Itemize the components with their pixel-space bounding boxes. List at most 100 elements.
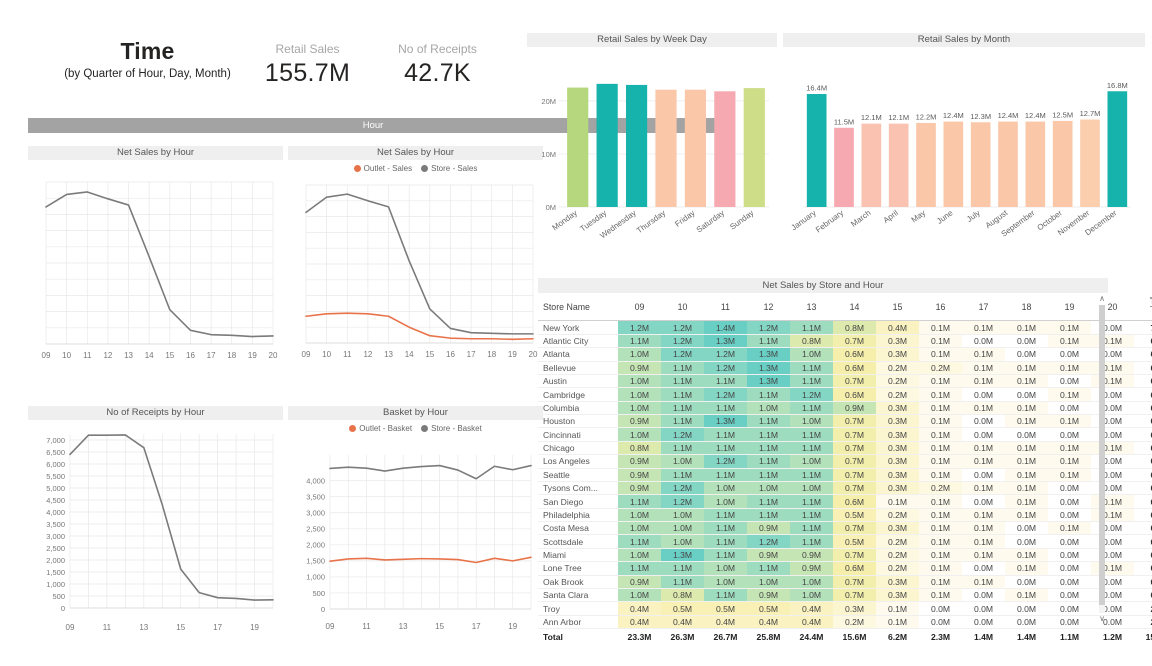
cell-hour-18[interactable]: 0.1M: [1005, 401, 1048, 416]
cell-hour-13[interactable]: 1.1M: [790, 427, 833, 442]
cell-hour-11[interactable]: 1.0M: [704, 494, 747, 509]
cell-hour-19[interactable]: 0.0M: [1048, 427, 1091, 442]
column-header-16[interactable]: 16: [919, 294, 962, 322]
column-header-15[interactable]: 15: [876, 294, 919, 322]
cell-total[interactable]: 6.8M: [1134, 427, 1152, 442]
cell-hour-17[interactable]: 0.1M: [962, 374, 1005, 389]
cell-total[interactable]: 6.3M: [1134, 575, 1152, 589]
visual-net-sales-by-hour-split[interactable]: Net Sales by Hour Outlet - Sales Store -…: [288, 146, 543, 384]
cell-hour-11[interactable]: 1.1M: [704, 441, 747, 456]
column-header-09[interactable]: 09: [618, 294, 661, 322]
cell-hour-11[interactable]: 1.1M: [704, 401, 747, 416]
cell-store-name[interactable]: Troy: [538, 601, 618, 616]
table-row[interactable]: Oak Brook 0.9M 1.1M 1.0M 1.0M 1.0M 0.7M 0.3M 0.1…: [538, 575, 1152, 589]
cell-hour-13[interactable]: 1.1M: [790, 374, 833, 389]
cell-hour-15[interactable]: 0.3M: [876, 401, 919, 416]
cell-hour-12[interactable]: 0.9M: [747, 548, 790, 563]
cell-hour-10[interactable]: 1.3M: [661, 548, 704, 563]
cell-hour-11[interactable]: 1.2M: [704, 454, 747, 469]
cell-hour-09[interactable]: 1.0M: [618, 387, 661, 402]
cell-hour-16[interactable]: 0.1M: [919, 494, 962, 509]
cell-hour-12[interactable]: 0.5M: [747, 601, 790, 616]
cell-hour-15[interactable]: 0.2M: [876, 561, 919, 576]
cell-hour-14[interactable]: 0.6M: [833, 561, 876, 576]
cell-store-name[interactable]: Tysons Com...: [538, 481, 618, 496]
table-row[interactable]: Seattle 0.9M 1.1M 1.1M 1.1M 1.1M 0.7M 0.3M 0.1M 0…: [538, 468, 1152, 482]
column-header-11[interactable]: 11: [704, 294, 747, 322]
cell-hour-15[interactable]: 0.2M: [876, 548, 919, 563]
cell-hour-13[interactable]: 1.1M: [790, 320, 833, 335]
cell-hour-12[interactable]: 1.1M: [747, 561, 790, 576]
cell-hour-13[interactable]: 0.4M: [790, 615, 833, 630]
cell-hour-14[interactable]: 0.5M: [833, 508, 876, 523]
cell-store-name[interactable]: Cincinnati: [538, 427, 618, 442]
bar-chart-month[interactable]: 16.4M January 11.5M February 12.1M March 12.1M…: [783, 47, 1145, 267]
cell-hour-18[interactable]: 0.0M: [1005, 575, 1048, 589]
cell-hour-15[interactable]: 0.3M: [876, 454, 919, 469]
cell-hour-12[interactable]: 0.9M: [747, 588, 790, 603]
cell-hour-16[interactable]: 0.2M: [919, 481, 962, 496]
cell-hour-15[interactable]: 0.3M: [876, 481, 919, 496]
column-header-20[interactable]: 20: [1091, 294, 1134, 322]
cell-hour-11[interactable]: 0.5M: [704, 601, 747, 616]
table-row[interactable]: Scottsdale 1.1M 1.0M 1.1M 1.2M 1.1M 0.5M 0.2M 0.…: [538, 534, 1152, 549]
table-row[interactable]: Bellevue 0.9M 1.1M 1.2M 1.3M 1.1M 0.6M 0.2M 0.2M…: [538, 361, 1152, 375]
cell-hour-17[interactable]: 0.1M: [962, 481, 1005, 496]
table-row[interactable]: Santa Clara 1.0M 0.8M 1.1M 0.9M 1.0M 0.7M 0.3M 0…: [538, 588, 1152, 603]
cell-hour-10[interactable]: 1.2M: [661, 494, 704, 509]
cell-total[interactable]: 6.6M: [1134, 468, 1152, 482]
cell-total[interactable]: 6.9M: [1134, 361, 1152, 375]
legend[interactable]: Outlet - Sales Store - Sales: [288, 164, 543, 173]
cell-hour-13[interactable]: 0.8M: [790, 334, 833, 349]
cell-hour-20[interactable]: 0.0M: [1091, 615, 1134, 630]
cell-hour-11[interactable]: 1.3M: [704, 414, 747, 429]
cell-hour-14[interactable]: 0.7M: [833, 374, 876, 389]
cell-hour-12[interactable]: 1.2M: [747, 534, 790, 549]
cell-hour-09[interactable]: 0.9M: [618, 481, 661, 496]
cell-hour-12[interactable]: 0.4M: [747, 615, 790, 630]
cell-total[interactable]: 6.4M: [1134, 534, 1152, 549]
cell-hour-17[interactable]: 0.0M: [962, 601, 1005, 616]
cell-hour-11[interactable]: 1.4M: [704, 320, 747, 335]
cell-hour-10[interactable]: 1.0M: [661, 521, 704, 536]
cell-hour-09[interactable]: 1.0M: [618, 401, 661, 416]
table-row[interactable]: Chicago 0.8M 1.1M 1.1M 1.1M 1.1M 0.7M 0.3M 0.1M 0…: [538, 441, 1152, 456]
cell-hour-12[interactable]: 0.9M: [747, 521, 790, 536]
cell-hour-14[interactable]: 0.7M: [833, 548, 876, 563]
cell-store-name[interactable]: Scottsdale: [538, 534, 618, 549]
cell-hour-14[interactable]: 0.7M: [833, 414, 876, 429]
cell-hour-19[interactable]: 0.1M: [1048, 387, 1091, 402]
cell-hour-12[interactable]: 1.1M: [747, 414, 790, 429]
cell-store-name[interactable]: Lone Tree: [538, 561, 618, 576]
cell-hour-14[interactable]: 0.7M: [833, 441, 876, 456]
cell-hour-10[interactable]: 1.1M: [661, 575, 704, 589]
cell-store-name[interactable]: Atlantic City: [538, 334, 618, 349]
cell-hour-18[interactable]: 0.0M: [1005, 427, 1048, 442]
cell-hour-11[interactable]: 0.4M: [704, 615, 747, 630]
table-row[interactable]: New York 1.2M 1.2M 1.4M 1.2M 1.1M 0.8M 0.4M 0.1M…: [538, 320, 1152, 335]
cell-hour-09[interactable]: 1.0M: [618, 548, 661, 563]
cell-hour-16[interactable]: 0.0M: [919, 615, 962, 630]
cell-hour-10[interactable]: 1.2M: [661, 347, 704, 362]
cell-hour-19[interactable]: 0.0M: [1048, 347, 1091, 362]
table-row[interactable]: Costa Mesa 1.0M 1.0M 1.1M 0.9M 1.1M 0.7M 0.3M 0.…: [538, 521, 1152, 536]
cell-hour-16[interactable]: 0.1M: [919, 347, 962, 362]
cell-hour-19[interactable]: 0.1M: [1048, 414, 1091, 429]
cell-hour-13[interactable]: 0.9M: [790, 548, 833, 563]
table-row[interactable]: Cincinnati 1.0M 1.2M 1.1M 1.1M 1.1M 0.7M 0.3M 0.…: [538, 427, 1152, 442]
cell-hour-17[interactable]: 0.1M: [962, 575, 1005, 589]
cell-hour-17[interactable]: 0.0M: [962, 588, 1005, 603]
cell-total[interactable]: 6.4M: [1134, 548, 1152, 563]
cell-hour-11[interactable]: 1.1M: [704, 588, 747, 603]
cell-hour-11[interactable]: 1.0M: [704, 481, 747, 496]
cell-hour-10[interactable]: 0.8M: [661, 588, 704, 603]
cell-hour-18[interactable]: 0.1M: [1005, 588, 1048, 603]
cell-hour-10[interactable]: 1.0M: [661, 454, 704, 469]
cell-hour-15[interactable]: 0.2M: [876, 361, 919, 375]
cell-hour-13[interactable]: 1.1M: [790, 401, 833, 416]
cell-store-name[interactable]: Philadelphia: [538, 508, 618, 523]
kpi-retail-sales[interactable]: Retail Sales 155.7M: [255, 42, 360, 88]
cell-hour-19[interactable]: 0.1M: [1048, 334, 1091, 349]
table-row[interactable]: Houston 0.9M 1.1M 1.3M 1.1M 1.0M 0.7M 0.3M 0.1M 0…: [538, 414, 1152, 429]
cell-hour-11[interactable]: 1.2M: [704, 347, 747, 362]
